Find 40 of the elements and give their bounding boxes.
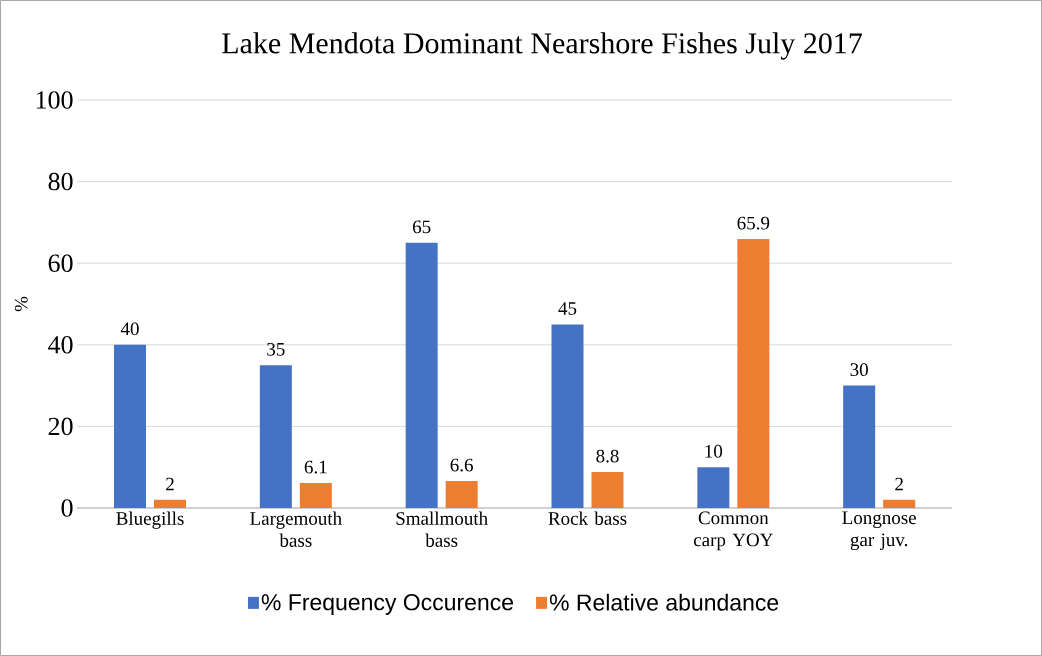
data-label: 2 — [166, 477, 174, 491]
bar — [299, 483, 332, 508]
bar — [445, 481, 478, 508]
bar — [551, 324, 584, 508]
data-label: 10 — [705, 444, 723, 458]
x-tick-label: Common carp YOY — [693, 511, 773, 551]
bar — [737, 239, 770, 508]
bar — [883, 499, 916, 508]
bar — [843, 385, 876, 508]
data-label: 45 — [558, 302, 577, 315]
data-label: 65 — [412, 220, 431, 234]
data-label: 40 — [120, 322, 139, 336]
x-tick-label: Rock bass — [548, 511, 627, 525]
x-tick-label: Longnose gar juv. — [842, 511, 916, 551]
legend-label: % Frequency Occurence — [261, 594, 514, 615]
data-label: 30 — [850, 363, 868, 377]
data-label: 6.1 — [304, 460, 327, 474]
bar — [154, 499, 187, 508]
data-label: 65.9 — [737, 216, 770, 230]
bar — [114, 344, 147, 508]
bar — [405, 242, 438, 508]
x-tick-label: Smallmouth bass — [396, 511, 488, 547]
bar — [259, 365, 292, 508]
y-tick-label: 40 — [48, 336, 73, 354]
y-axis-title: % — [14, 296, 28, 312]
y-tick-label: 20 — [48, 417, 73, 436]
data-label: 6.6 — [450, 458, 473, 472]
x-tick-label: Largemouth bass — [250, 511, 342, 547]
y-tick-label: 60 — [48, 254, 73, 272]
bar — [697, 467, 730, 508]
bar — [591, 472, 624, 508]
data-label: 2 — [895, 477, 903, 491]
data-label: 8.8 — [596, 449, 619, 463]
y-tick-label: 100 — [36, 91, 73, 109]
legend-label: % Relative abundance — [549, 593, 779, 611]
y-tick-label: 80 — [48, 172, 73, 191]
chart-title: Lake Mendota Dominant Nearshore Fishes July 2017 — [222, 32, 862, 60]
x-tick-label: Bluegills — [116, 511, 184, 529]
data-label: 35 — [267, 342, 285, 356]
y-tick-label: 0 — [61, 499, 73, 517]
